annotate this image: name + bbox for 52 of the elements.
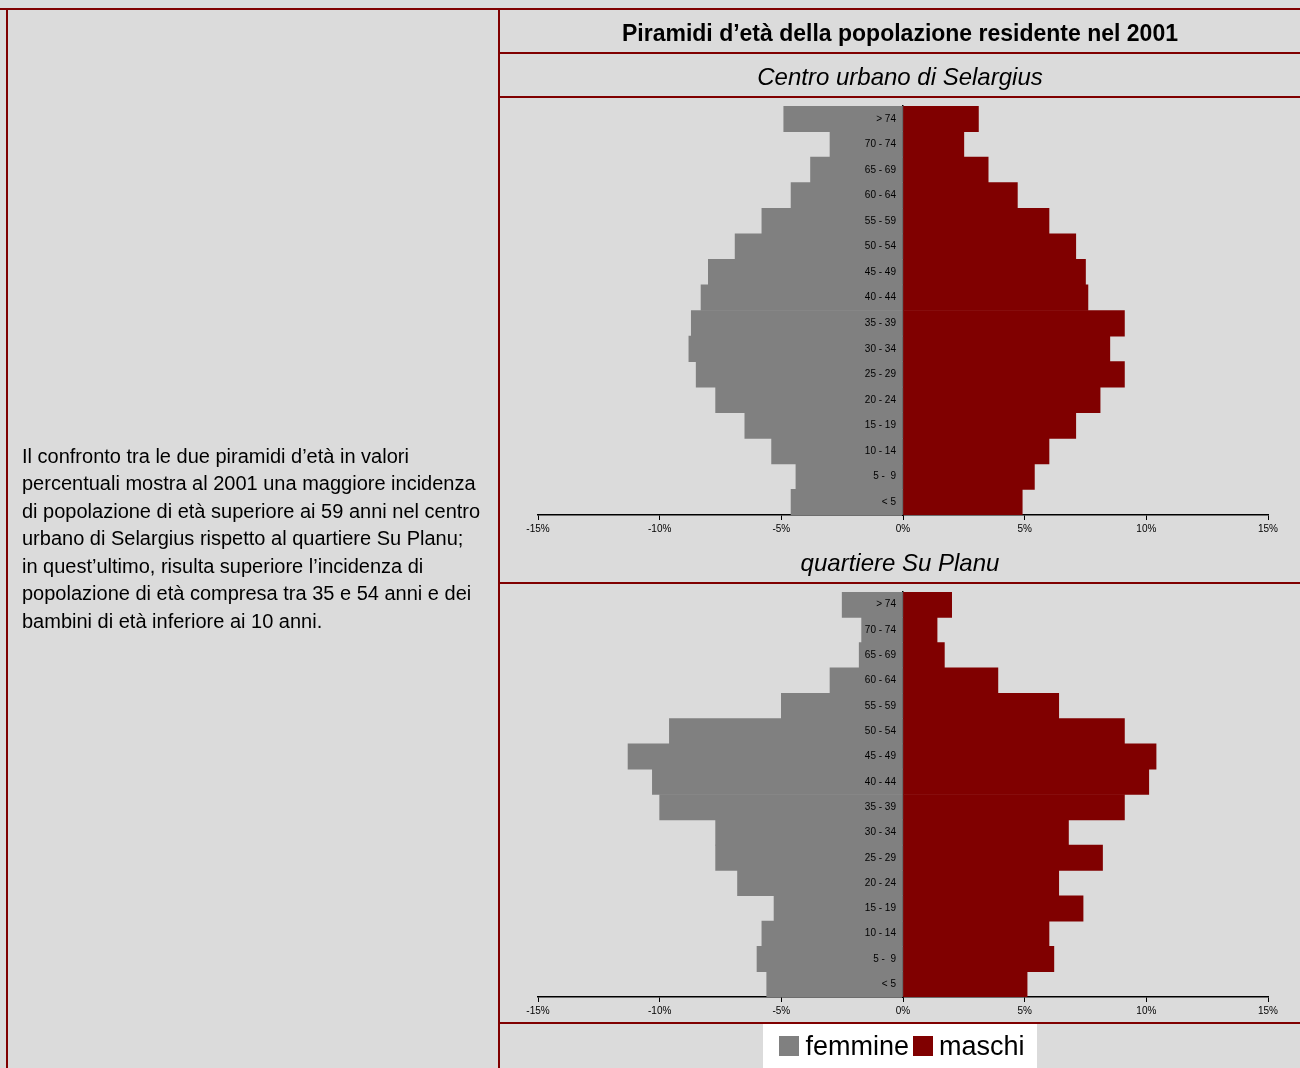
y-tick-label: 30 - 34 — [864, 342, 897, 354]
y-tick-label: > 74 — [876, 112, 897, 124]
y-tick-label: 45 - 49 — [864, 750, 897, 762]
y-tick-label: < 5 — [881, 978, 897, 990]
y-tick-label: 25 - 29 — [864, 851, 897, 863]
legend-label: maschi — [939, 1030, 1025, 1062]
y-tick-label: 55 - 59 — [864, 699, 897, 711]
y-tick-label: 35 - 39 — [864, 800, 897, 812]
y-tick-label: 10 - 14 — [864, 444, 897, 456]
x-tick-label: -15% — [526, 1004, 550, 1016]
x-tick-label: -15% — [526, 522, 550, 534]
y-tick-label: 65 - 69 — [864, 163, 897, 175]
y-tick-label: 50 - 54 — [864, 724, 897, 736]
text: Il confronto tra le due piramidi d’età in valori percentuali mostra al 2001 una maggiore incidenza di popolazione di età superiore ai 59 anni nel centro urbano di Selargius rispetto al quartiere Su Planu; in quest’ultimo, risulta superiore l’incidenza di popolazione di età compresa tra 35 e 54 anni e dei bambini di età inferiore ai 10 anni. — [22, 443, 482, 634]
y-tick-label: 15 - 19 — [864, 902, 897, 914]
y-tick-label: 45 - 49 — [864, 265, 897, 277]
legend-label: femmine — [805, 1030, 909, 1062]
x-tick-label: -5% — [772, 522, 791, 534]
y-tick-label: 20 - 24 — [864, 393, 897, 405]
x-tick-label: 5% — [1017, 1004, 1032, 1016]
x-tick-label: -5% — [772, 1004, 791, 1016]
x-tick-label: 0% — [895, 522, 911, 534]
y-tick-label: > 74 — [876, 598, 897, 610]
chart-title: Piramidi d’età della popolazione residente nel 2001 — [500, 10, 1300, 54]
x-tick-label: -10% — [647, 522, 672, 534]
x-tick-label: 10% — [1136, 1004, 1157, 1016]
chart-subtitle: Centro urbano di Selargius — [500, 54, 1300, 98]
y-tick-label: 60 - 64 — [864, 189, 897, 201]
y-tick-label: < 5 — [881, 495, 897, 507]
y-tick-label: 70 - 74 — [864, 623, 897, 635]
x-tick-label: 0% — [895, 1004, 911, 1016]
y-tick-label: 40 - 44 — [864, 291, 897, 303]
y-tick-label: 15 - 19 — [864, 419, 897, 431]
chart-subtitle: quartiere Su Planu — [500, 540, 1300, 584]
y-tick-label: 50 - 54 — [864, 240, 897, 252]
y-tick-label: 70 - 74 — [864, 138, 897, 150]
x-tick-label: -10% — [647, 1004, 672, 1016]
y-tick-label: 5 - 9 — [873, 470, 897, 482]
y-tick-label: 60 - 64 — [864, 674, 897, 686]
y-tick-label: 5 - 9 — [873, 952, 897, 964]
x-tick-label: 15% — [1257, 522, 1279, 534]
x-tick-label: 5% — [1017, 522, 1032, 534]
x-tick-label: 10% — [1136, 522, 1157, 534]
y-tick-label: 65 - 69 — [864, 649, 897, 661]
y-tick-label: 30 - 34 — [864, 826, 897, 838]
x-tick-label: 15% — [1257, 1004, 1279, 1016]
y-tick-label: 10 - 14 — [864, 927, 897, 939]
y-tick-label: 40 - 44 — [864, 775, 897, 787]
y-tick-label: 25 - 29 — [864, 368, 897, 380]
y-tick-label: 55 - 59 — [864, 214, 897, 226]
y-tick-label: 20 - 24 — [864, 876, 897, 888]
y-tick-label: 35 - 39 — [864, 317, 897, 329]
